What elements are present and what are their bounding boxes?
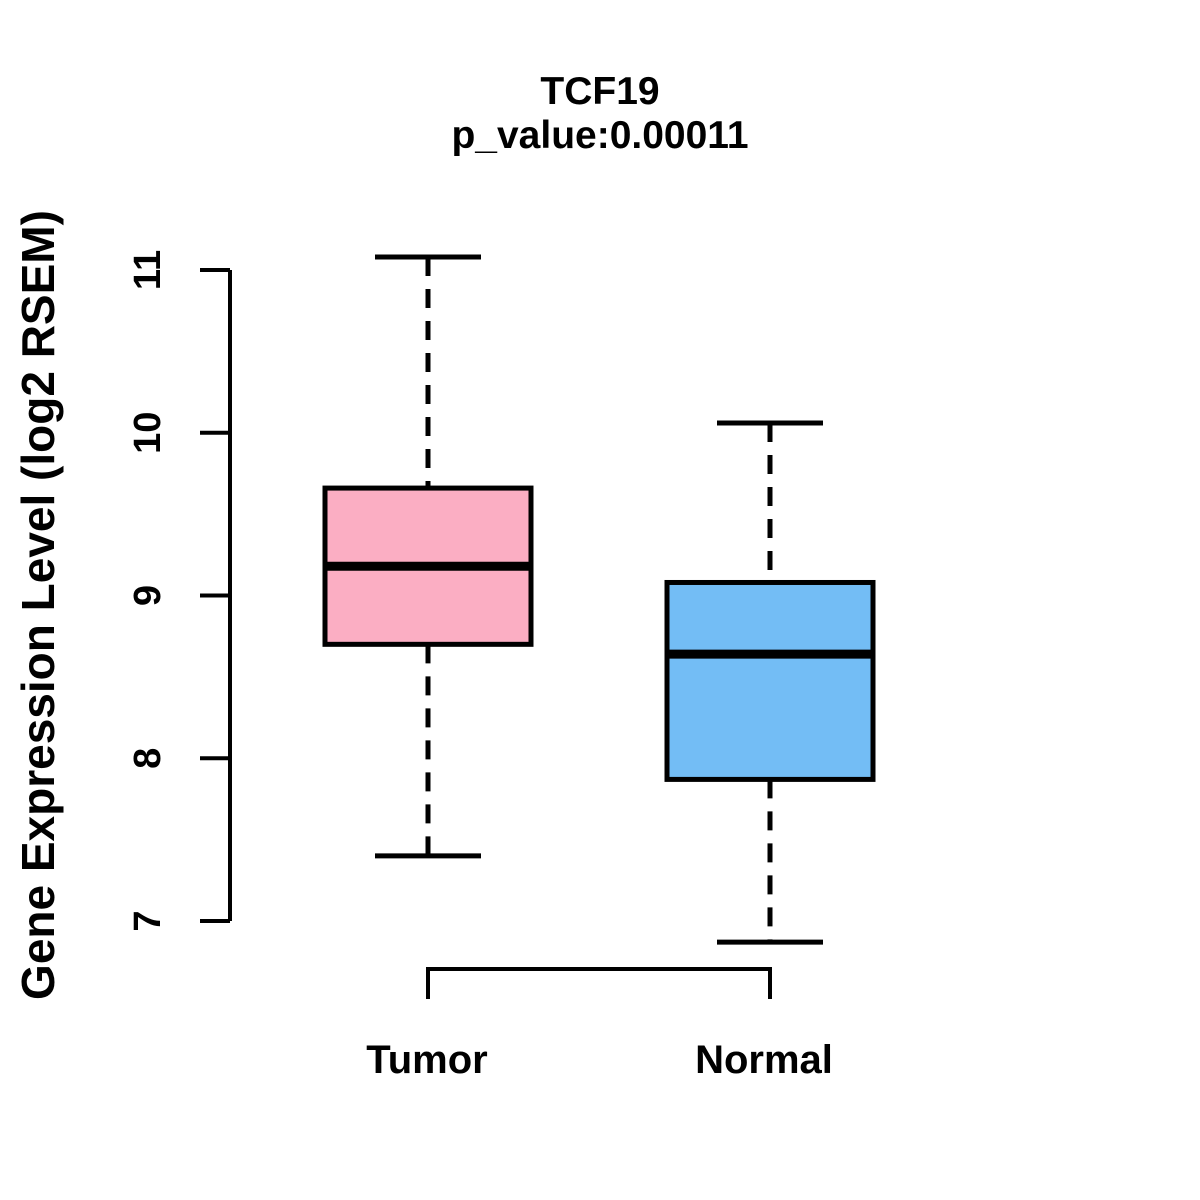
iqr-box-normal [664,579,876,782]
chart-subtitle: p_value:0.00011 [451,114,749,157]
category-label-normal: Normal [695,1038,833,1082]
y-tick-label: 7 [127,910,169,931]
y-tick-label: 11 [127,250,169,290]
x-axis-bracket [426,967,772,999]
y-tick-label: 10 [127,412,169,454]
category-label-tumor: Tumor [366,1038,488,1082]
chart-title: TCF19 [540,70,660,113]
y-tick-label: 9 [127,585,169,606]
y-tick-label: 8 [127,748,169,769]
